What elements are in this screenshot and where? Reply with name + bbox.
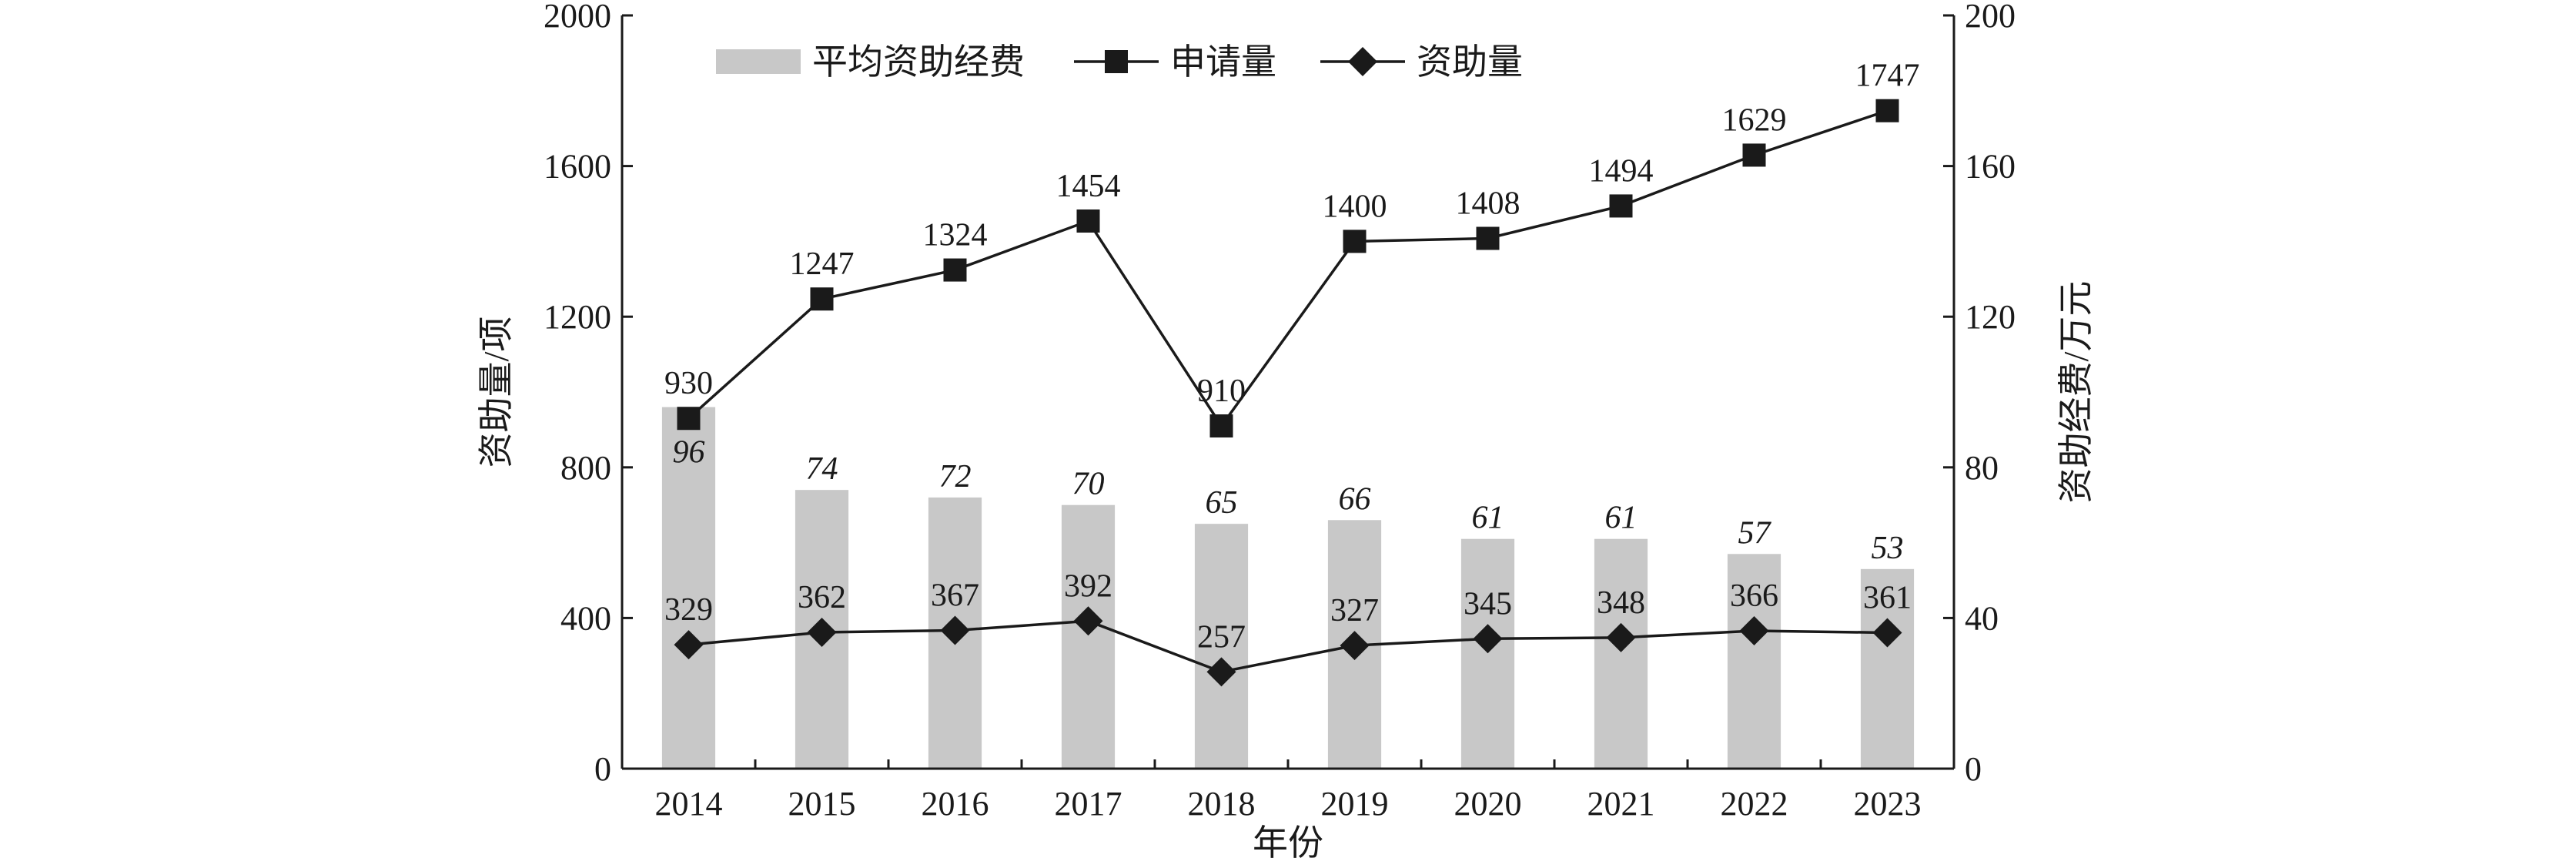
bar-2014 — [661, 407, 716, 769]
legend: 平均资助经费 申请量 资助量 — [716, 42, 1523, 82]
diamond-marker — [807, 617, 837, 647]
square-marker — [1076, 209, 1100, 233]
bar-value-label: 96 — [673, 435, 705, 471]
x-tick-label-2023: 2023 — [1854, 785, 1922, 823]
bar-2017 — [1061, 504, 1116, 769]
y-right-tick-label: 40 — [1965, 599, 1999, 637]
bar-value-label: 61 — [1472, 501, 1504, 536]
point-value-label: 257 — [1197, 619, 1246, 655]
legend-diamond-marker — [1348, 47, 1377, 76]
bar-2021 — [1594, 538, 1648, 769]
x-tick-label-2021: 2021 — [1587, 785, 1655, 823]
point-value-label: 1747 — [1855, 59, 1920, 94]
square-marker — [1209, 414, 1233, 438]
bar-value-label: 74 — [806, 451, 838, 487]
square-marker — [810, 287, 834, 311]
diamond-marker — [940, 615, 970, 645]
square-marker — [1476, 226, 1500, 250]
diamond-marker — [674, 630, 704, 660]
x-axis-title: 年份 — [1253, 823, 1323, 863]
square-marker — [1343, 230, 1367, 253]
y-axis-right-title: 资助经费/万元 — [2056, 281, 2096, 504]
diamond-marker — [1739, 616, 1769, 646]
data-labels-group: 96 74 72 70 65 66 61 61 57 53 930 1247 1324 1454 910 14… — [664, 59, 1920, 655]
bar-value-label: 53 — [1872, 531, 1904, 566]
point-value-label: 361 — [1863, 580, 1912, 615]
legend-square-marker — [1105, 50, 1128, 73]
y-right-tick-label: 200 — [1965, 0, 2016, 35]
point-value-label: 327 — [1330, 593, 1379, 628]
y-left-tick-label: 0 — [594, 750, 611, 788]
y-left-tick-label: 800 — [560, 449, 611, 487]
line-series-group — [674, 99, 1902, 687]
diamond-marker — [1340, 631, 1370, 661]
diamond-marker — [1073, 606, 1103, 636]
point-value-label: 367 — [931, 578, 979, 614]
bar-value-label: 65 — [1206, 485, 1238, 521]
point-value-label: 329 — [664, 592, 713, 628]
y-right-tick-label: 120 — [1965, 298, 2016, 336]
y-left-tick-label: 1600 — [544, 148, 611, 186]
point-value-label: 348 — [1597, 585, 1645, 621]
y-left-tick-label: 400 — [560, 599, 611, 637]
point-value-label: 1629 — [1722, 102, 1787, 138]
bar-2023 — [1860, 568, 1915, 769]
series-line-diamond — [688, 619, 1888, 674]
x-tick-label-2019: 2019 — [1321, 785, 1389, 823]
x-tick-label-2015: 2015 — [788, 785, 856, 823]
point-value-label: 1454 — [1056, 169, 1121, 204]
y-axis-left-title: 资助量/项 — [477, 317, 516, 468]
legend-label: 平均资助经费 — [812, 42, 1025, 82]
bar-2020 — [1460, 538, 1515, 769]
point-value-label: 1494 — [1589, 153, 1654, 189]
point-value-label: 1400 — [1323, 189, 1387, 224]
axes-group: 0 400 800 1200 1600 2000 0 40 80 120 160 200 2014 201… — [544, 0, 2016, 823]
y-left-tick-label: 1200 — [544, 298, 611, 336]
bar-value-label: 72 — [939, 459, 972, 494]
x-tick-label-2014: 2014 — [655, 785, 723, 823]
x-tick-label-2016: 2016 — [922, 785, 989, 823]
square-marker — [677, 407, 701, 431]
diamond-marker — [1473, 624, 1503, 654]
x-tick-label-2020: 2020 — [1454, 785, 1522, 823]
bar-value-label: 61 — [1605, 501, 1638, 536]
point-value-label: 930 — [664, 366, 713, 401]
bar-value-label: 70 — [1072, 467, 1105, 502]
bar-2022 — [1727, 554, 1781, 769]
square-marker — [943, 258, 967, 282]
y-right-tick-label: 0 — [1965, 750, 1982, 788]
diamond-marker — [1872, 618, 1902, 648]
square-marker — [1742, 143, 1766, 167]
bar-2018 — [1194, 524, 1249, 769]
square-marker — [1875, 99, 1899, 122]
x-tick-label-2022: 2022 — [1721, 785, 1788, 823]
series-line-square — [687, 109, 1889, 429]
point-value-label: 392 — [1064, 568, 1112, 604]
diamond-marker — [1206, 657, 1236, 687]
x-tick-label-2017: 2017 — [1055, 785, 1122, 823]
point-value-label: 345 — [1464, 586, 1512, 622]
point-value-label: 362 — [798, 580, 846, 615]
legend-label: 申请量 — [1170, 42, 1276, 82]
y-right-tick-label: 80 — [1965, 449, 1999, 487]
x-tick-label-2018: 2018 — [1188, 785, 1256, 823]
point-value-label: 1408 — [1456, 186, 1521, 221]
legend-label: 资助量 — [1417, 42, 1523, 82]
bar-series-group — [661, 407, 1915, 769]
point-value-label: 1247 — [790, 246, 855, 282]
y-right-tick-label: 160 — [1965, 148, 2016, 186]
diamond-marker — [1606, 622, 1636, 652]
square-marker — [1609, 194, 1633, 218]
bar-value-label: 57 — [1738, 515, 1772, 551]
point-value-label: 1324 — [923, 218, 988, 253]
bar-value-label: 66 — [1339, 481, 1371, 517]
y-left-tick-label: 2000 — [544, 0, 611, 35]
point-value-label: 910 — [1197, 374, 1246, 409]
legend-swatch-bar — [716, 49, 801, 74]
point-value-label: 366 — [1730, 578, 1778, 614]
